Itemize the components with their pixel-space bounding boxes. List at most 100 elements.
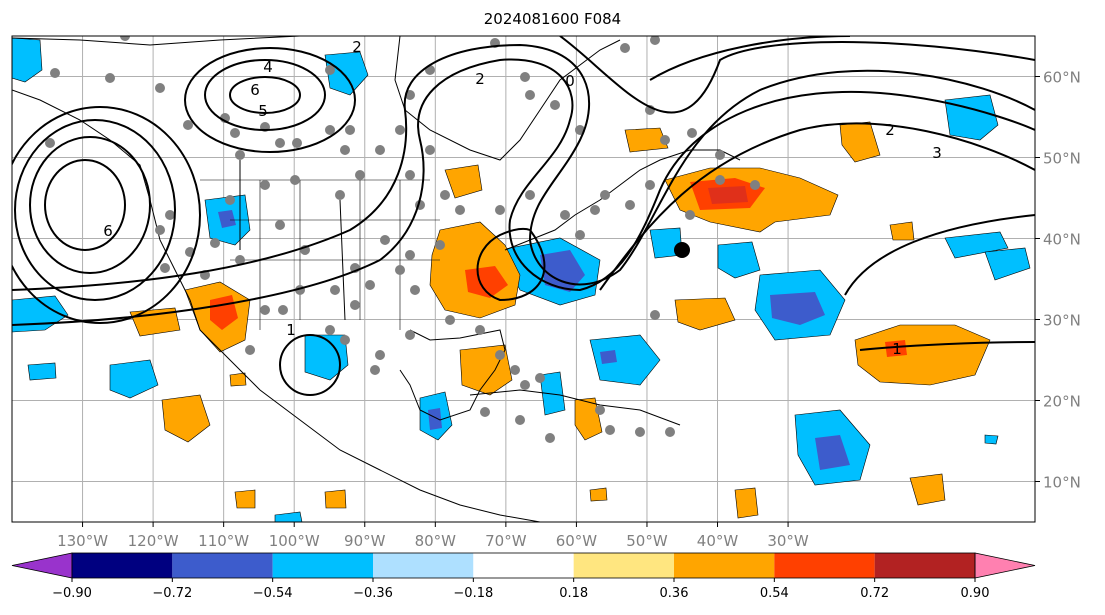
colorbar-bin — [573, 553, 674, 578]
station-dot — [445, 315, 455, 325]
anomaly-patch-negative — [539, 371, 566, 416]
station-dot — [685, 210, 695, 220]
station-dot — [525, 90, 535, 100]
colorbar-bin — [774, 553, 875, 578]
contour-label: 1 — [286, 321, 296, 339]
colorbar-bin — [473, 553, 574, 578]
station-dot — [660, 135, 670, 145]
station-dot — [595, 405, 605, 415]
station-dot — [275, 138, 285, 148]
station-dot — [325, 325, 335, 335]
station-dot — [292, 138, 302, 148]
contour-label: 2 — [885, 121, 895, 139]
anomaly-patch-negative — [589, 334, 661, 386]
colorbar-tick-label: 0.54 — [760, 586, 789, 601]
station-dot — [605, 425, 615, 435]
contour-label: 5 — [258, 102, 268, 120]
anomaly-patch-positive — [324, 489, 347, 509]
anomaly-patch-positive — [889, 221, 915, 241]
lon-tick-label: 60°W — [556, 532, 598, 550]
station-dot — [590, 205, 600, 215]
station-dot — [235, 150, 245, 160]
colorbar-bin — [172, 553, 273, 578]
longitude-axis: 130°W 120°W 110°W 100°W 90°W 80°W 70°W 60°W 50°W… — [57, 522, 809, 550]
anomaly-core-positive — [465, 266, 508, 298]
station-dot — [440, 190, 450, 200]
station-dot — [380, 235, 390, 245]
station-dot — [275, 220, 285, 230]
anomaly-patch-negative — [717, 241, 761, 279]
anomaly-patch-negative — [27, 362, 57, 381]
station-dot — [425, 145, 435, 155]
station-dot — [405, 330, 415, 340]
contour-label: 2 — [475, 70, 485, 88]
storm-center-marker — [674, 242, 690, 258]
anomaly-patch-negative — [12, 37, 43, 83]
station-dot — [260, 305, 270, 315]
colorbar-bin — [874, 553, 975, 578]
station-dot — [355, 170, 365, 180]
colorbar-tick-label: 0.36 — [660, 586, 689, 601]
anomaly-core-strong — [708, 186, 748, 204]
anomaly-patch-positive — [444, 164, 483, 199]
contour-label: 6 — [250, 81, 260, 99]
station-dot — [375, 145, 385, 155]
colorbar-tick-label: 0.18 — [559, 586, 588, 601]
station-dot — [495, 205, 505, 215]
contour-label: 6 — [103, 222, 113, 240]
colorbar: −0.90 −0.72 −0.54 −0.36 −0.18 0.18 0.36 0.54 0.7… — [11, 552, 1036, 601]
anomaly-shading — [12, 37, 1031, 522]
station-dot — [515, 415, 525, 425]
anomaly-core-negative — [428, 408, 442, 430]
station-dot — [225, 195, 235, 205]
station-dot — [650, 310, 660, 320]
station-dot — [405, 250, 415, 260]
anomaly-core-negative — [540, 250, 585, 292]
anomaly-patch-positive — [734, 487, 759, 519]
station-dot — [475, 325, 485, 335]
anomaly-patch-negative — [324, 51, 369, 96]
colorbar-bin — [72, 553, 173, 578]
station-dot — [183, 120, 193, 130]
station-dot — [575, 230, 585, 240]
station-dot — [520, 72, 530, 82]
station-dot — [750, 180, 760, 190]
station-dot — [545, 433, 555, 443]
station-dot — [155, 83, 165, 93]
anomaly-patch-positive — [674, 297, 736, 331]
station-dot — [330, 285, 340, 295]
station-dot — [560, 210, 570, 220]
anomaly-core-negative — [218, 210, 236, 228]
station-dot — [395, 265, 405, 275]
station-dot — [120, 36, 130, 41]
anomaly-patch-positive — [624, 127, 669, 153]
station-dot — [405, 170, 415, 180]
station-dot — [520, 380, 530, 390]
colorbar-bin — [272, 553, 373, 578]
station-dot — [210, 238, 220, 248]
station-dot — [650, 36, 660, 45]
station-dot — [715, 175, 725, 185]
station-dot — [395, 125, 405, 135]
colorbar-tick-label: −0.72 — [152, 586, 192, 601]
station-dot — [278, 305, 288, 315]
contour-lines — [12, 36, 1035, 396]
station-dot — [370, 365, 380, 375]
contour-label: 2 — [352, 38, 362, 56]
lon-tick-label: 90°W — [344, 532, 386, 550]
map-frame — [11, 35, 1036, 523]
station-dot — [165, 210, 175, 220]
colorbar-bin — [373, 553, 474, 578]
lat-tick-label: 20°N — [1043, 393, 1081, 411]
station-dot — [635, 427, 645, 437]
contour-value-labels: 2 2 4 5 6 6 0 2 3 1 1 — [103, 38, 942, 358]
station-dot — [245, 345, 255, 355]
anomaly-core-negative — [815, 435, 850, 470]
station-dot — [625, 200, 635, 210]
lon-tick-label: 120°W — [128, 532, 179, 550]
station-dot — [600, 190, 610, 200]
contour-label: 1 — [892, 340, 902, 358]
station-dot — [45, 138, 55, 148]
station-dot — [550, 100, 560, 110]
